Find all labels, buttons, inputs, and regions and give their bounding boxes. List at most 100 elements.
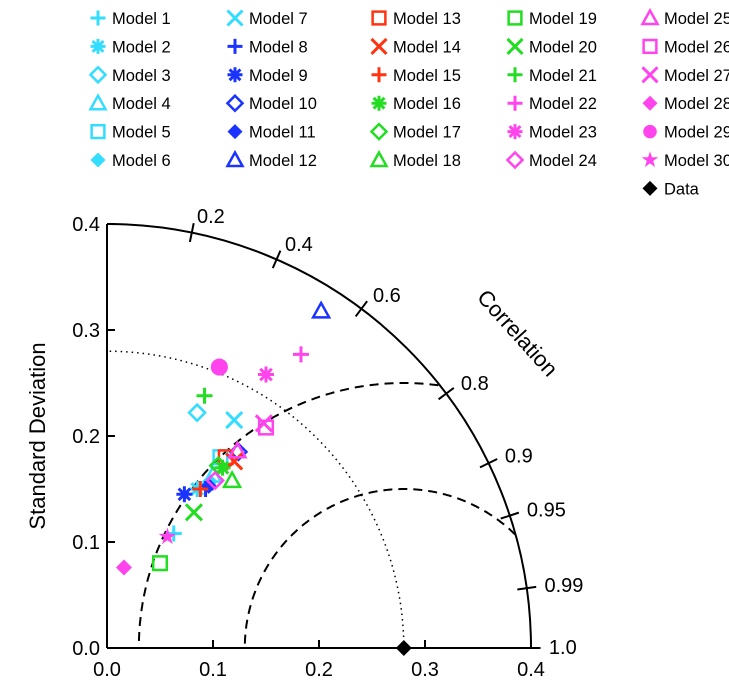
point-data (395, 640, 412, 656)
correlation-tick (354, 300, 368, 318)
legend-label: Model 30 (664, 152, 729, 170)
legend-marker-model-22 (507, 95, 523, 111)
legend-marker-model-6 (90, 152, 106, 168)
point-model-23 (258, 366, 274, 383)
legend-marker-model-4 (88, 93, 108, 111)
correlation-tick (479, 458, 498, 469)
legend-marker-model-26 (642, 38, 658, 55)
y-tick-label: 0.3 (72, 320, 100, 342)
legend-label: Model 9 (249, 67, 308, 85)
point-model-25 (227, 440, 248, 459)
legend-item-model-3: Model 3 (88, 65, 171, 85)
legend-label: Model 23 (529, 124, 597, 142)
legend-marker-model-9 (227, 67, 243, 83)
legend-item-model-24: Model 24 (505, 150, 597, 170)
legend-marker-model-30 (641, 151, 659, 167)
point-model-20 (184, 503, 203, 522)
legend-label: Model 18 (393, 152, 461, 170)
legend-marker-model-12 (225, 149, 245, 168)
legend-marker-model-11 (227, 124, 243, 140)
point-model-27 (254, 414, 273, 433)
legend-label: Model 24 (529, 152, 597, 170)
legend-label: Model 28 (664, 95, 729, 113)
x-tick-label: 0.3 (411, 659, 439, 681)
legend-item-model-29: Model 29 (643, 124, 729, 142)
legend-label: Model 22 (529, 95, 597, 113)
legend-label: Model 14 (393, 38, 461, 56)
legend-marker-model-19 (507, 10, 523, 26)
legend-marker-model-27 (641, 66, 659, 84)
legend-item-model-22: Model 22 (507, 95, 597, 113)
legend-label: Model 25 (664, 10, 729, 28)
correlation-tick-label: 0.4 (285, 234, 313, 256)
legend-item-model-20: Model 20 (506, 37, 597, 56)
legend-item-model-21: Model 21 (507, 67, 597, 85)
correlation-tick (188, 223, 195, 243)
grid-lines (106, 350, 516, 649)
legend-marker-model-7 (226, 9, 244, 27)
outer-std-arc (106, 223, 532, 649)
point-model-19 (151, 555, 169, 572)
legend-item-model-1: Model 1 (90, 10, 171, 28)
legend-label: Data (664, 180, 700, 198)
legend-marker-data (642, 180, 658, 196)
legend-label: Model 29 (664, 124, 729, 142)
legend-item-model-17: Model 17 (369, 122, 461, 142)
legend-label: Model 4 (112, 95, 171, 113)
correlation-tick-label: 0.9 (505, 445, 533, 467)
x-tick-label: 0.4 (517, 659, 545, 681)
legend-label: Model 5 (112, 124, 171, 142)
axis-labels: 0.0 0.1 0.2 0.3 0.4 0.0 0.1 0.2 0.3 0.4 0.2 0.4 0.6 0… (25, 206, 583, 681)
legend-marker-model-14 (370, 37, 388, 55)
legend-label: Model 1 (112, 10, 171, 28)
x-tick-label: 0.0 (93, 659, 121, 681)
axes (106, 223, 541, 649)
point-model-15 (192, 481, 209, 497)
legend-label: Model 13 (393, 10, 461, 28)
y-tick-label: 0.0 (72, 638, 100, 660)
legend-label: Model 26 (664, 38, 729, 56)
point-model-18 (221, 469, 243, 489)
rms-arc (137, 382, 439, 648)
point-model-7 (225, 411, 244, 430)
legend-label: Model 11 (249, 124, 316, 142)
legend-label: Model 19 (529, 10, 597, 28)
legend-item-model-7: Model 7 (226, 9, 308, 28)
y-tick-label: 0.1 (72, 532, 100, 554)
legend-marker-model-23 (507, 124, 523, 140)
legend-item-model-27: Model 27 (641, 66, 729, 85)
correlation-tick (437, 387, 455, 401)
point-model-28 (115, 559, 132, 576)
point-model-22 (292, 346, 309, 363)
legend-item-model-15: Model 15 (371, 67, 461, 85)
legend-item-model-16: Model 16 (371, 95, 461, 113)
point-model-29 (210, 358, 228, 376)
correlation-tick (517, 585, 537, 591)
legend-item-model-12: Model 12 (225, 149, 317, 170)
point-model-9 (176, 486, 193, 503)
legend-marker-model-1 (90, 10, 106, 26)
legend-marker-model-15 (371, 67, 387, 83)
legend-item-model-30: Model 30 (641, 151, 729, 170)
legend-item-model-11: Model 11 (227, 124, 316, 142)
legend-label: Model 27 (664, 67, 729, 85)
legend-marker-model-13 (371, 10, 387, 26)
legend-label: Model 21 (529, 67, 597, 85)
y-tick-label: 0.2 (72, 426, 100, 448)
point-model-3 (187, 402, 207, 423)
legend-label: Model 3 (112, 67, 171, 85)
correlation-tick-label: 0.8 (461, 373, 489, 395)
legend-marker-model-21 (507, 67, 523, 83)
y-tick-label: 0.4 (72, 214, 100, 236)
legend-marker-model-24 (505, 150, 525, 170)
correlation-tick-label: 1.0 (549, 637, 577, 659)
correlation-tick-label: 0.95 (527, 500, 566, 522)
point-model-24 (205, 470, 225, 491)
legend-item-model-10: Model 10 (225, 93, 317, 113)
legend-item-model-13: Model 13 (371, 10, 461, 28)
point-model-17 (208, 455, 229, 476)
legend-marker-model-25 (640, 7, 660, 26)
legend-item-model-26: Model 26 (642, 38, 729, 56)
legend-marker-model-28 (642, 95, 658, 111)
